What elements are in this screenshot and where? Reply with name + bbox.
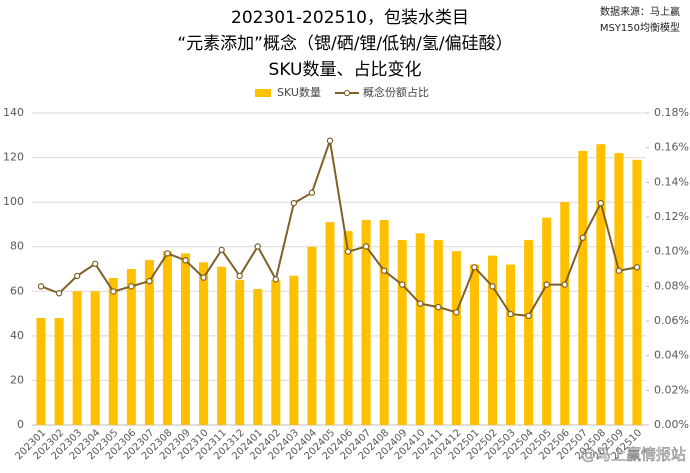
bar (199, 262, 209, 425)
marker (543, 281, 550, 288)
bar (162, 251, 172, 425)
marker (290, 199, 298, 207)
marker (128, 283, 135, 290)
marker (218, 246, 225, 254)
chart-title: “元素添加”概念（锶/硒/锂/低钠/氢/偏硅酸） (177, 33, 512, 54)
marker (417, 300, 424, 307)
marker (308, 189, 316, 196)
bar (235, 280, 245, 425)
marker (579, 234, 586, 241)
bar (614, 153, 624, 425)
bar (542, 217, 552, 425)
bar (632, 159, 642, 426)
bar (271, 280, 281, 425)
bar (144, 260, 154, 425)
bar (180, 253, 191, 425)
marker (489, 283, 496, 290)
bar (361, 219, 371, 425)
bar (253, 289, 263, 425)
marker (525, 312, 532, 319)
y2-tick-label: 0.18% (654, 106, 689, 119)
marker (344, 248, 352, 255)
bar (325, 222, 335, 425)
marker (453, 309, 460, 316)
y-tick-label: 80 (10, 240, 24, 253)
bar (524, 240, 534, 425)
chart-title: 202301-202510，包装水类目 (231, 8, 469, 28)
watermark: @马上赢情报站 (581, 446, 686, 464)
marker (399, 281, 406, 288)
bar (487, 255, 498, 425)
bar (506, 264, 516, 425)
y-tick-label: 0 (17, 418, 24, 431)
y2-tick-label: 0.00% (654, 418, 689, 431)
marker (272, 276, 279, 283)
marker (182, 257, 189, 264)
bar (397, 240, 407, 425)
y2-tick-label: 0.14% (654, 175, 689, 188)
marker (164, 250, 171, 257)
bar (217, 266, 227, 425)
marker (615, 267, 623, 274)
source: 数据来源：马上赢 (600, 5, 680, 18)
marker (92, 260, 99, 267)
marker (236, 272, 243, 280)
bar (596, 144, 606, 425)
marker (37, 283, 45, 290)
marker (362, 243, 370, 250)
marker (471, 264, 478, 271)
bar (307, 246, 317, 425)
y2-tick-label: 0.12% (654, 210, 689, 223)
y-tick-label: 40 (10, 329, 24, 342)
bar (451, 251, 461, 425)
marker (110, 288, 117, 295)
y2-tick-label: 0.16% (654, 141, 689, 154)
bar (72, 291, 82, 425)
marker (326, 137, 334, 144)
bar (578, 150, 588, 425)
y2-tick-label: 0.10% (654, 245, 689, 258)
y2-tick-label: 0.04% (654, 349, 689, 362)
marker (254, 243, 261, 250)
marker (55, 290, 63, 297)
legend-swatch (343, 89, 351, 97)
bar (289, 275, 299, 425)
bar (90, 291, 100, 425)
marker (200, 274, 207, 281)
legend-label: 概念份额占比 (363, 85, 429, 99)
marker (597, 199, 605, 207)
y-tick-label: 140 (3, 106, 24, 119)
bar (379, 219, 389, 425)
chart-title: SKU数量、占比变化 (269, 60, 422, 80)
marker (380, 267, 388, 274)
y-tick-label: 60 (10, 284, 24, 297)
bar (415, 233, 425, 425)
bar (54, 318, 64, 425)
marker (561, 281, 568, 288)
bar (469, 264, 479, 425)
marker (435, 303, 442, 311)
y-tick-label: 20 (10, 373, 24, 386)
y-tick-label: 100 (3, 195, 24, 208)
legend-label: SKU数量 (277, 86, 321, 99)
bar (126, 269, 136, 425)
bar (108, 277, 118, 425)
bar (343, 231, 353, 425)
line (40, 140, 638, 317)
marker (507, 310, 514, 318)
marker (73, 272, 81, 280)
bar (433, 240, 443, 425)
y2-tick-label: 0.08% (654, 279, 689, 292)
y2-tick-label: 0.02% (654, 383, 689, 396)
y-tick-label: 120 (3, 151, 24, 164)
marker (146, 277, 153, 285)
y2-tick-label: 0.06% (654, 314, 689, 327)
marker (633, 264, 641, 271)
source: MSY150均衡模型 (600, 21, 680, 34)
legend-swatch (255, 89, 271, 97)
bar (560, 202, 570, 425)
bar (36, 318, 46, 425)
